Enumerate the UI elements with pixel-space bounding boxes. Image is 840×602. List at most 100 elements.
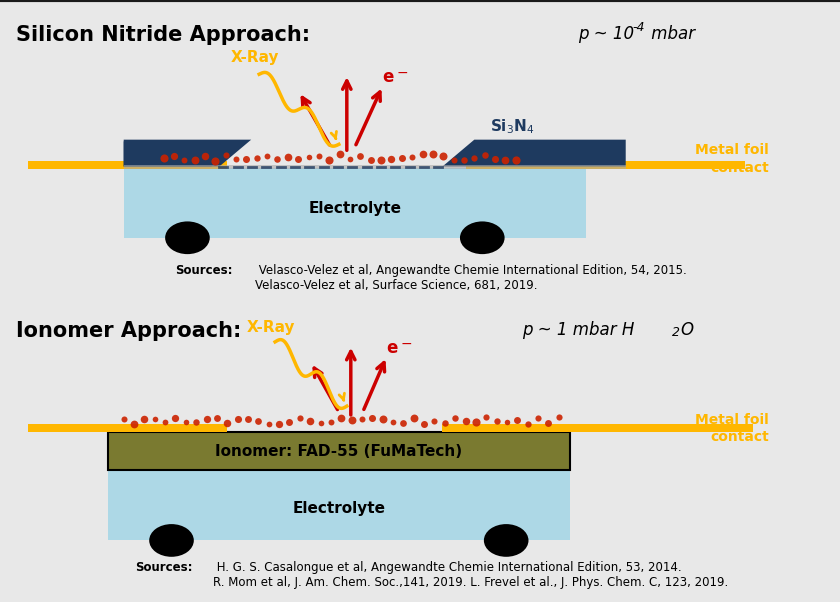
Point: [167, 150, 181, 160]
Text: Electrolyte: Electrolyte: [308, 201, 402, 216]
Point: [210, 413, 223, 423]
Point: [488, 154, 501, 164]
Circle shape: [460, 222, 505, 254]
Point: [128, 420, 141, 429]
Text: X-Ray: X-Ray: [231, 51, 280, 66]
Point: [552, 412, 565, 422]
Point: [478, 150, 491, 160]
Text: Velasco-Velez et al, Angewandte Chemie International Edition, 54, 2015.
Velasco-: Velasco-Velez et al, Angewandte Chemie I…: [255, 264, 687, 292]
Point: [239, 154, 253, 163]
Polygon shape: [123, 141, 244, 167]
Point: [281, 153, 295, 163]
Polygon shape: [443, 140, 626, 167]
Point: [499, 155, 512, 164]
Point: [283, 417, 297, 427]
Point: [177, 155, 191, 164]
Point: [314, 418, 328, 427]
Point: [148, 414, 161, 424]
Text: −: −: [401, 337, 412, 350]
Text: Sources:: Sources:: [175, 264, 232, 277]
Point: [169, 414, 182, 423]
Point: [198, 152, 212, 161]
Text: Electrolyte: Electrolyte: [292, 501, 386, 516]
Point: [376, 414, 390, 423]
Point: [291, 155, 305, 164]
Point: [417, 420, 431, 429]
Text: p ~ 10: p ~ 10: [578, 25, 634, 43]
Point: [260, 152, 274, 161]
Point: [364, 155, 377, 164]
Point: [468, 153, 481, 163]
Point: [365, 413, 379, 423]
Circle shape: [150, 524, 194, 557]
Point: [416, 149, 429, 159]
Point: [385, 154, 398, 164]
Text: Ionomer Approach:: Ionomer Approach:: [16, 321, 241, 341]
Text: mbar: mbar: [646, 25, 695, 43]
Point: [270, 154, 284, 164]
Point: [324, 417, 338, 427]
Point: [302, 152, 315, 161]
Circle shape: [165, 222, 210, 254]
Point: [490, 416, 503, 426]
Point: [470, 417, 483, 426]
FancyBboxPatch shape: [123, 168, 585, 238]
Point: [449, 413, 462, 423]
Point: [262, 419, 276, 429]
Point: [200, 414, 213, 424]
Point: [345, 415, 359, 424]
Text: e: e: [383, 68, 394, 86]
Polygon shape: [123, 140, 251, 167]
Point: [190, 417, 203, 427]
Point: [231, 414, 244, 424]
Point: [542, 418, 555, 428]
Point: [219, 150, 233, 160]
Text: O: O: [680, 321, 693, 340]
Text: 2: 2: [672, 326, 680, 338]
FancyBboxPatch shape: [466, 161, 745, 169]
Point: [354, 151, 367, 161]
Point: [480, 412, 493, 422]
Point: [229, 155, 243, 164]
Text: −: −: [397, 66, 408, 80]
Point: [532, 413, 545, 423]
Text: Metal foil
contact: Metal foil contact: [696, 143, 769, 175]
Point: [501, 417, 514, 427]
Point: [447, 155, 460, 165]
Point: [437, 152, 450, 161]
Text: -4: -4: [632, 20, 644, 34]
Point: [157, 154, 171, 163]
Point: [438, 418, 452, 428]
Point: [293, 413, 307, 423]
Point: [386, 417, 400, 427]
FancyBboxPatch shape: [123, 165, 626, 169]
Point: [208, 156, 222, 166]
Text: Metal foil
contact: Metal foil contact: [696, 412, 769, 444]
Point: [334, 413, 348, 423]
FancyBboxPatch shape: [443, 424, 753, 432]
Point: [344, 154, 357, 163]
Text: Silicon Nitride Approach:: Silicon Nitride Approach:: [16, 25, 310, 45]
Text: X-Ray: X-Ray: [247, 320, 296, 335]
FancyBboxPatch shape: [108, 432, 570, 470]
Point: [241, 414, 255, 424]
Text: Sources:: Sources:: [134, 561, 192, 574]
Circle shape: [484, 524, 528, 557]
FancyBboxPatch shape: [108, 470, 570, 541]
Point: [188, 155, 202, 165]
Point: [459, 416, 472, 426]
Point: [521, 419, 534, 429]
Point: [323, 155, 336, 165]
Point: [395, 154, 408, 163]
Point: [159, 417, 172, 427]
Point: [252, 416, 265, 426]
Point: [138, 414, 151, 424]
Point: [407, 414, 421, 423]
FancyBboxPatch shape: [28, 424, 228, 432]
Point: [250, 153, 264, 163]
Point: [457, 155, 470, 165]
Point: [509, 155, 522, 165]
Text: Ionomer: FAD-55 (FuMaTech): Ionomer: FAD-55 (FuMaTech): [215, 444, 462, 459]
Point: [406, 152, 419, 162]
Text: H. G. S. Casalongue et al, Angewandte Chemie International Edition, 53, 2014.
R.: H. G. S. Casalongue et al, Angewandte Ch…: [213, 561, 728, 589]
